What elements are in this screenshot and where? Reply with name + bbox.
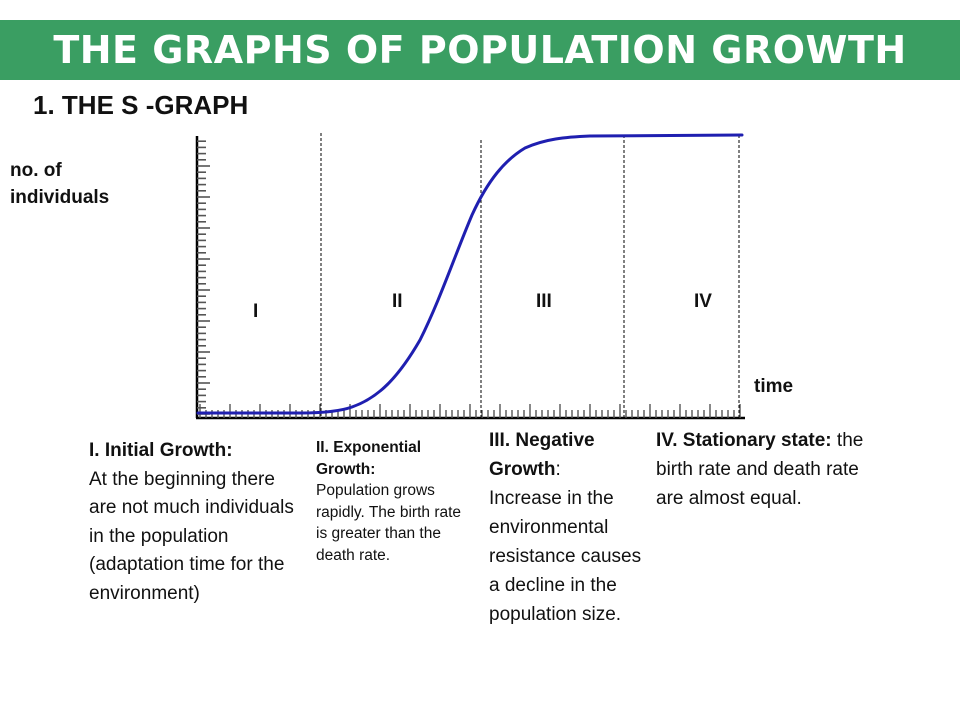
phase-text-1: At the beginning there are not much indi… — [89, 468, 294, 604]
phase-heading-4: IV. Stationary state: — [656, 430, 832, 451]
x-axis-label: time — [754, 376, 794, 397]
phase-numeral-2: II — [392, 291, 403, 312]
slide-title: THE GRAPHS OF POPULATION GROWTH — [53, 28, 907, 72]
s-curve — [196, 133, 744, 415]
phase-numeral-3: III — [536, 291, 552, 312]
x-axis-ticks — [199, 404, 741, 418]
phase-heading-3: III. Negative Growth — [489, 430, 595, 480]
y-axis-label-line1: no. of — [10, 160, 62, 181]
phase-heading-1: I. Initial Growth: — [89, 440, 233, 461]
phase-text-3: Increase in the environmental resistance… — [489, 488, 642, 625]
phase-description-2: II. Exponential Growth: Population grows… — [316, 437, 466, 566]
phase-description-3: III. Negative Growth: Increase in the en… — [489, 426, 649, 629]
phase-heading-2: II. Exponential Growth: — [316, 439, 422, 478]
phase-description-1: I. Initial Growth: At the beginning ther… — [89, 437, 304, 608]
phase-numeral-1: I — [253, 301, 259, 322]
y-axis-label-line2: individuals — [10, 187, 110, 208]
title-banner: THE GRAPHS OF POPULATION GROWTH — [0, 20, 960, 80]
section-title: 1. THE S -GRAPH — [33, 90, 249, 120]
y-axis-label: no. of individuals — [10, 157, 109, 211]
phase-numeral-4: IV — [694, 291, 712, 312]
y-axis-ticks — [197, 140, 210, 415]
phase-description-4: IV. Stationary state: the birth rate and… — [656, 426, 886, 513]
phase-text-2: Population grows rapidly. The birth rate… — [316, 482, 462, 564]
phase-text-4: the birth rate and death rate are almost… — [656, 430, 864, 509]
phase-heading-3-colon: : — [555, 459, 561, 480]
